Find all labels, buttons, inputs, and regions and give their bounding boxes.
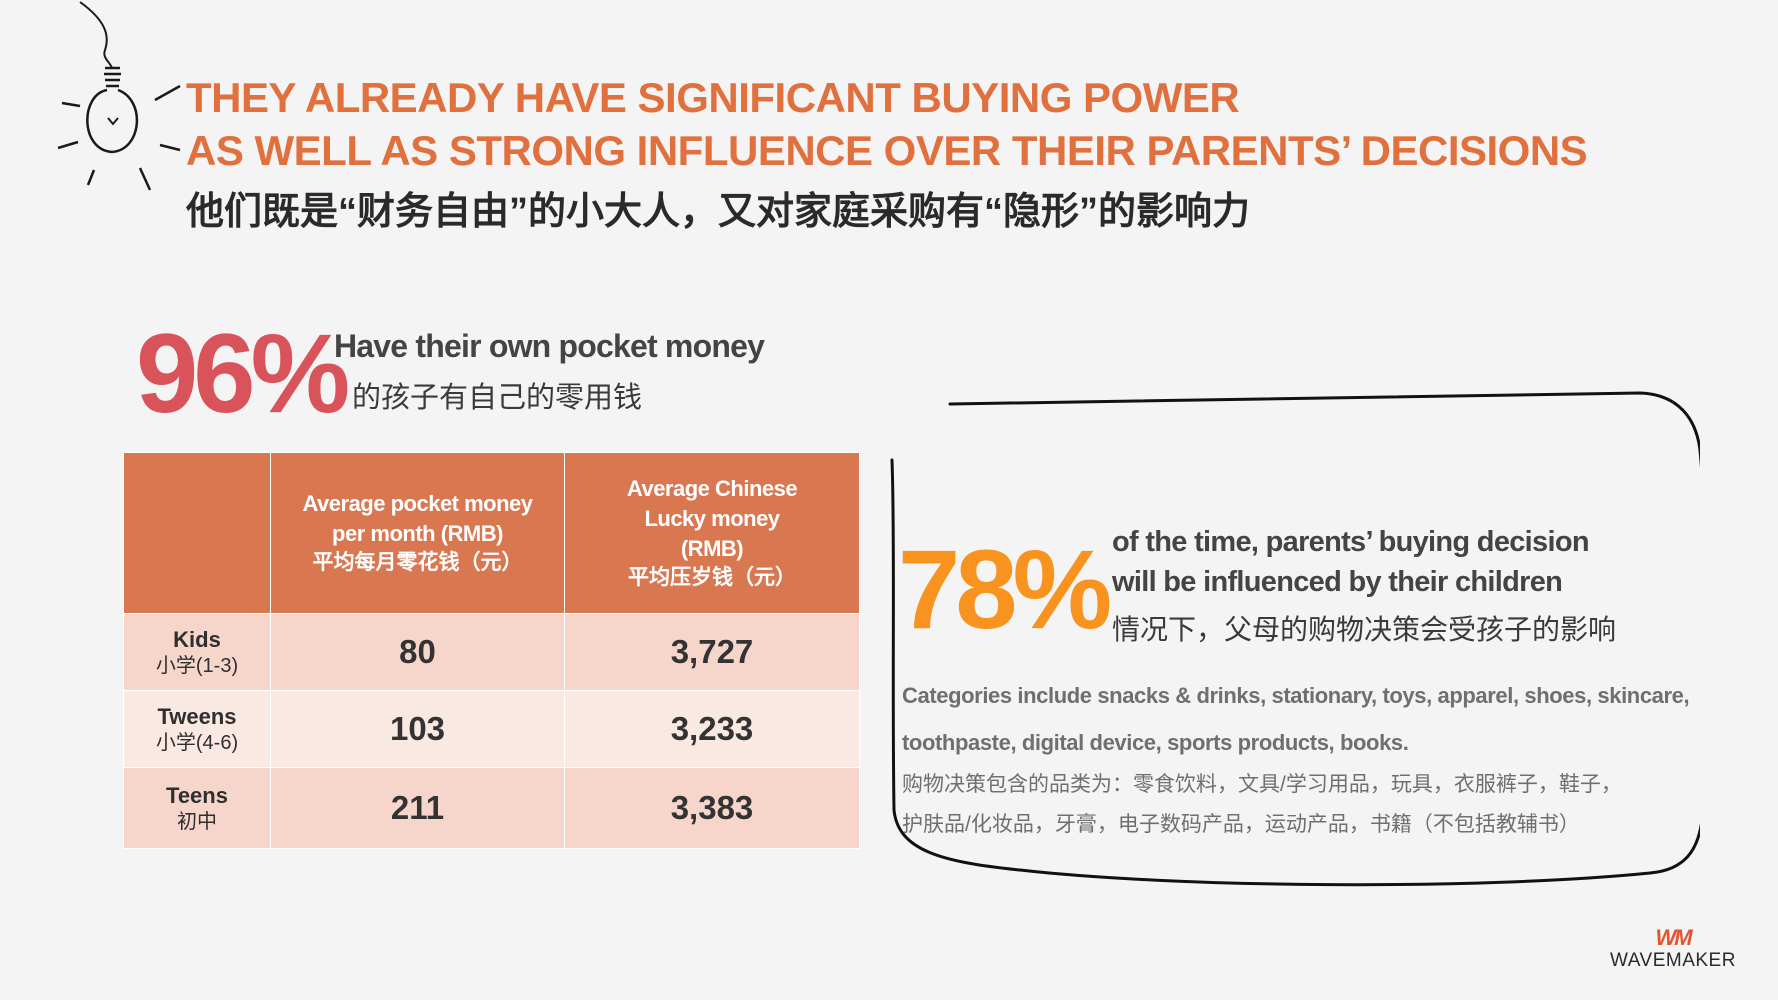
pocket-money-value: 103 (270, 690, 565, 768)
row-label-cn: 小学(1-3) (155, 654, 239, 677)
row-label-cn: 初中 (177, 810, 217, 833)
table-header-pocket-money: Average pocket money per month (RMB) 平均每… (270, 452, 565, 614)
categories-en-line-2: toothpaste, digital device, sports produ… (902, 730, 1409, 755)
row-label-cn: 小学(4-6) (155, 731, 239, 754)
pocket-money-percent: 96% (136, 311, 350, 436)
headline-chinese: 他们既是“财务自由”的小大人，又对家庭采购有“隐形”的影响力 (186, 191, 1251, 233)
wavemaker-mark: WM (1655, 925, 1692, 950)
table-row: Kids 小学(1-3) 80 3,727 (123, 613, 860, 691)
table-header-empty (123, 452, 271, 614)
lucky-money-value: 3,233 (564, 690, 860, 768)
influence-caption-cn: 情况下，父母的购物决策会受孩子的影响 (1112, 614, 1617, 645)
header-pocket-money-cn: 平均每月零花钱（元） (312, 551, 523, 574)
lightbulb-icon (57, 1, 181, 191)
table-row: Teens 初中 211 3,383 (123, 767, 860, 849)
categories-cn-line-1: 购物决策包含的品类为：零食饮料，文具/学习用品，玩具，衣服裤子，鞋子， (902, 773, 1622, 796)
row-label-en: Tweens (157, 703, 237, 729)
header-lucky-money-cn: 平均压岁钱（元） (628, 566, 796, 589)
headline-line-2: AS WELL AS STRONG INFLUENCE OVER THEIR P… (186, 127, 1588, 174)
wavemaker-wordmark: WAVEMAKER (1610, 950, 1736, 971)
categories-en-line-1: Categories include snacks & drinks, stat… (902, 683, 1690, 708)
lucky-money-value: 3,727 (564, 613, 860, 691)
callout-frame (890, 391, 1700, 887)
row-label: Teens 初中 (123, 767, 271, 849)
lucky-money-value: 3,383 (564, 767, 860, 849)
header-lucky-money-en: Average Chinese Lucky money (RMB) (626, 476, 798, 561)
table-row: Tweens 小学(4-6) 103 3,233 (123, 690, 860, 768)
row-label-en: Teens (166, 782, 228, 808)
influence-percent: 78% (898, 527, 1112, 652)
influence-caption-en-2: will be influenced by their children (1112, 566, 1563, 598)
pocket-money-caption-cn: 的孩子有自己的零用钱 (352, 382, 643, 414)
headline-line-1: THEY ALREADY HAVE SIGNIFICANT BUYING POW… (186, 74, 1240, 121)
row-label-en: Kids (173, 626, 221, 652)
header-pocket-money-en: Average pocket money per month (RMB) (302, 491, 533, 546)
pocket-money-value: 80 (270, 613, 565, 691)
wavemaker-logo: WM WAVEMAKER (1608, 926, 1738, 972)
categories-cn-line-2: 护肤品/化妆品，牙膏，电子数码产品，运动产品，书籍（不包括教辅书） (902, 813, 1580, 836)
pocket-money-value: 211 (270, 767, 565, 849)
influence-caption-en-1: of the time, parents’ buying decision (1112, 526, 1590, 558)
pocket-money-caption-en: Have their own pocket money (334, 328, 765, 364)
table-header-lucky-money: Average Chinese Lucky money (RMB) 平均压岁钱（… (564, 452, 860, 614)
pocket-money-table: Average pocket money per month (RMB) 平均每… (123, 452, 860, 849)
row-label: Kids 小学(1-3) (123, 613, 271, 691)
row-label: Tweens 小学(4-6) (123, 690, 271, 768)
table-header-row: Average pocket money per month (RMB) 平均每… (123, 452, 860, 614)
